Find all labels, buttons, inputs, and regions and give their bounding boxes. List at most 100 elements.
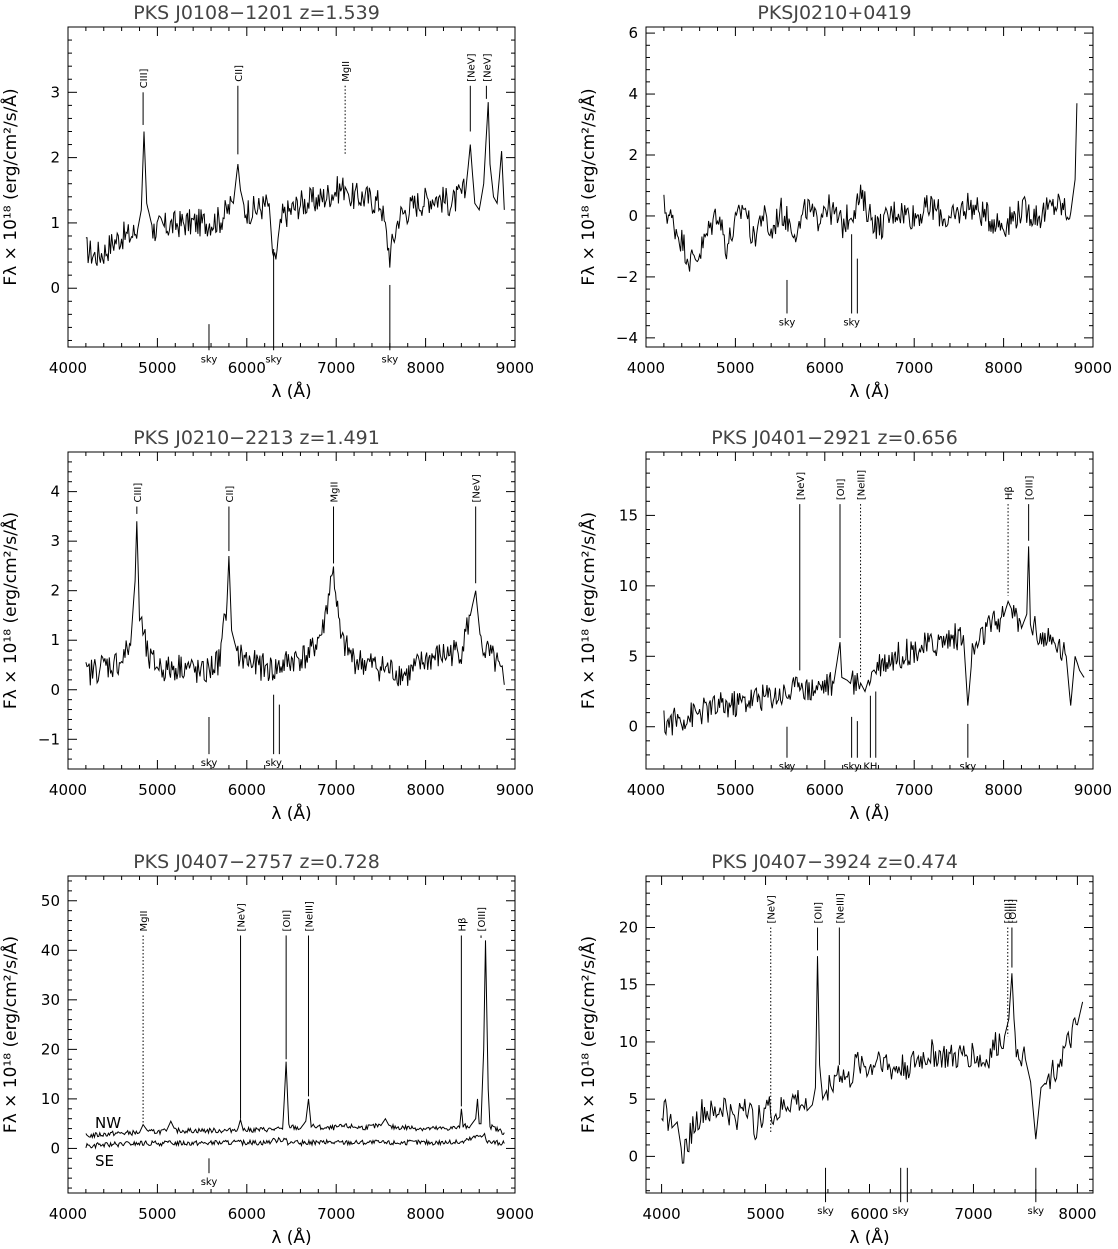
emission-line-label: Hβ [457,918,468,932]
emission-line-label: [NeV] [466,53,477,81]
x-tick-label: 6000 [806,359,844,377]
y-tick-label: 20 [619,918,638,936]
spectrum-line [663,546,1085,736]
emission-line-label: CIII] [139,68,150,88]
sky-label: sky [265,758,282,769]
y-tick-label: 1 [50,214,60,232]
spectrum-line-se [85,1132,505,1150]
sky-label: sky [1028,1206,1045,1217]
emission-line-label: MgII [139,911,150,932]
y-tick-label: 4 [50,483,60,501]
emission-line-label: [NeV] [482,53,493,81]
y-tick-label: 3 [50,532,60,550]
y-tick-label: 50 [41,892,60,910]
y-tick-label: 10 [619,1033,638,1051]
y-tick-label: 10 [619,577,638,595]
y-tick-label: 0 [628,1147,638,1165]
x-axis-label: λ (Å) [849,802,889,824]
x-tick-label: 7000 [317,1205,355,1223]
spectrum-line [85,521,505,687]
panel-title: PKS J0407−3924 z=0.474 [711,851,958,873]
panel-5: PKS J0407−2757 z=0.728 4000 5000 6000 7000 80… [0,851,534,1248]
panel-title: PKS J0407−2757 z=0.728 [133,851,380,873]
sky-label: sky [892,1206,909,1217]
x-tick-label: 7000 [895,781,933,799]
x-tick-label: 7000 [317,781,355,799]
sky-label: sky [843,317,860,328]
y-tick-label: 0 [50,1139,60,1157]
sky-label: sky [201,758,218,769]
y-tick-label: 0 [628,718,638,736]
emission-line-label: [NeIII] [857,470,868,500]
x-tick-label: 9000 [496,781,534,799]
y-tick-label: 15 [619,976,638,994]
x-tick-label: 4000 [642,1205,680,1223]
x-tick-label: 4000 [49,1205,87,1223]
y-axis-label: Fλ × 10¹⁸ (erg/cm²/s/Å) [577,936,599,1133]
emission-line-label: [OII] [836,478,847,500]
emission-line-label: [OII] [814,902,825,924]
x-tick-label: 8000 [985,781,1023,799]
y-tick-label: 5 [628,1090,638,1108]
y-tick-label: 5 [628,647,638,665]
emission-line-label: [NeIII] [835,893,846,923]
sky-label: sky [779,762,796,773]
x-tick-label: 7000 [954,1205,992,1223]
x-tick-label: 5000 [138,1205,176,1223]
y-tick-label: 40 [41,941,60,959]
x-tick-label: 8000 [407,781,445,799]
x-tick-label: 8000 [1058,1205,1096,1223]
emission-line-label: [NeV] [472,474,483,502]
y-tick-label: 2 [50,582,60,600]
x-tick-label: 6000 [228,781,266,799]
x-tick-label: 5000 [138,359,176,377]
y-tick-label: 15 [619,506,638,524]
emission-line-label: [NeV] [796,472,807,500]
x-tick-label: 9000 [496,359,534,377]
y-tick-label: −4 [616,329,638,347]
x-axis-label: λ (Å) [271,802,311,824]
y-tick-label: 4 [628,85,638,103]
sky-label: KH [863,762,877,773]
x-tick-label: 9000 [496,1205,534,1223]
sky-label: sky [201,1177,218,1188]
x-axis-label: λ (Å) [271,380,311,402]
plot-frame [67,875,516,1194]
emission-line-label: [NeIII] [304,901,315,931]
x-tick-label: 8000 [985,359,1023,377]
sky-label: sky [382,354,399,365]
panel-title: PKS J0210−2213 z=1.491 [133,427,380,449]
emission-line-label: MgII [330,482,341,503]
sky-label: sky [843,762,860,773]
panel-title: PKSJ0210+0419 [757,2,911,24]
x-tick-label: 9000 [1074,781,1112,799]
x-tick-label: 8000 [407,359,445,377]
spectrum-line [661,956,1084,1164]
plot-frame [645,875,1094,1194]
emission-line-label: [NeV] [767,895,778,923]
x-axis-label: λ (Å) [849,1226,889,1248]
x-tick-label: 6000 [850,1205,888,1223]
sky-label: sky [817,1206,834,1217]
panel-1: PKS J0108−1201 z=1.539 4000 5000 6000 7000 80… [0,2,534,402]
sky-label: sky [779,317,796,328]
panel-3: PKS J0210−2213 z=1.491 4000 5000 6000 7000 80… [0,427,534,824]
y-tick-label: 10 [41,1090,60,1108]
y-tick-label: 30 [41,991,60,1009]
y-tick-label: 2 [50,149,60,167]
emission-line-label: [OIII] [477,907,488,932]
emission-line-label: [OIII] [1025,476,1036,501]
y-axis-label: Fλ × 10¹⁸ (erg/cm²/s/Å) [0,936,21,1133]
x-tick-label: 6000 [228,359,266,377]
panel-2: PKSJ0210+0419 4000 5000 6000 7000 8000 9000 −4 −… [577,2,1112,402]
y-axis-label: Fλ × 10¹⁸ (erg/cm²/s/Å) [577,88,599,285]
y-axis-label: Fλ × 10¹⁸ (erg/cm²/s/Å) [577,512,599,709]
y-tick-label: 6 [628,24,638,42]
emission-line-label: [OIII] [1008,899,1019,924]
emission-line-label: [OII] [282,910,293,932]
emission-line-label: CII] [225,486,236,503]
panel-title: PKS J0108−1201 z=1.539 [133,2,380,24]
x-tick-label: 7000 [317,359,355,377]
series-label-nw: NW [95,1114,121,1132]
